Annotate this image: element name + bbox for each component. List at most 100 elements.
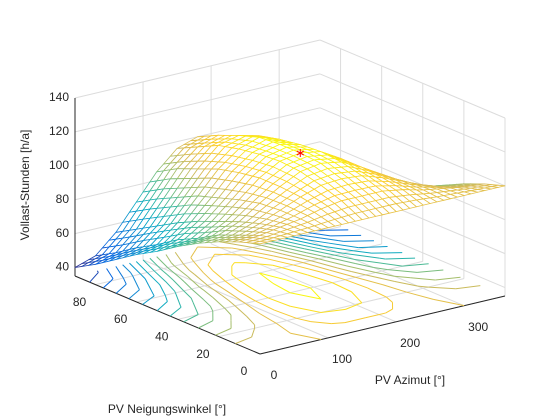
contour-line xyxy=(230,292,246,304)
contour-line xyxy=(345,302,362,310)
contour-line xyxy=(150,267,155,272)
contour-line xyxy=(182,263,190,271)
grid-line xyxy=(319,73,506,153)
contour-line xyxy=(268,243,298,252)
contour-line xyxy=(252,246,272,252)
contour-line xyxy=(307,274,333,284)
contour-line xyxy=(248,254,265,259)
contour-line xyxy=(174,290,176,294)
contour-line xyxy=(234,305,248,317)
contour-line xyxy=(318,244,324,247)
contour-line xyxy=(373,267,388,271)
contour-line xyxy=(146,272,159,284)
contour-line xyxy=(138,287,140,290)
contour-line xyxy=(323,245,354,252)
contour-line xyxy=(296,250,307,254)
contour-line xyxy=(223,253,249,256)
contour-line xyxy=(129,262,141,275)
contour-line xyxy=(394,275,411,279)
contour-line xyxy=(149,295,155,300)
contour-line xyxy=(290,332,322,340)
contour-line xyxy=(272,264,282,269)
contour-line xyxy=(258,272,274,284)
contour-line xyxy=(351,271,366,276)
contour-line xyxy=(122,277,127,285)
contour-line xyxy=(379,257,386,260)
contour-line xyxy=(110,278,114,282)
contour-line xyxy=(289,245,305,250)
contour-line xyxy=(252,243,262,246)
contour-line xyxy=(236,277,252,289)
contour-line xyxy=(306,252,327,258)
contour-line xyxy=(231,274,237,279)
contour-line xyxy=(202,272,211,280)
contour-line xyxy=(351,291,363,304)
contour-line xyxy=(342,252,380,259)
contour-line xyxy=(167,267,181,279)
contour-line xyxy=(310,260,338,269)
contour-line xyxy=(311,246,338,253)
contour-line xyxy=(417,285,429,288)
y-tick-label: 60 xyxy=(114,312,128,326)
y-tick-label: 20 xyxy=(196,347,210,361)
contour-line xyxy=(325,260,347,267)
contour-line xyxy=(192,302,199,315)
contour-line xyxy=(385,257,416,260)
contour-line xyxy=(190,297,194,303)
contour-line xyxy=(251,287,269,299)
contour-line xyxy=(291,259,304,264)
contour-line xyxy=(320,271,346,281)
contour-line xyxy=(281,267,308,276)
z-tick-label: 100 xyxy=(49,158,69,172)
contour-line xyxy=(366,260,403,267)
contour-line xyxy=(128,289,140,300)
contour-line xyxy=(326,256,356,265)
contour-line xyxy=(158,282,161,286)
grid-line xyxy=(319,141,506,221)
contour-line xyxy=(194,274,208,286)
contour-line xyxy=(96,270,99,273)
contour-line xyxy=(289,251,319,260)
contour-line xyxy=(330,234,362,237)
grid-line xyxy=(74,39,321,99)
contour-line xyxy=(338,240,344,242)
contour-line xyxy=(295,236,309,241)
contour-line xyxy=(303,234,339,242)
contour-line xyxy=(435,276,461,281)
x-tick-label: 0 xyxy=(271,368,278,382)
contour-line xyxy=(259,272,287,281)
mesh-cell xyxy=(252,240,268,245)
contour-line xyxy=(207,264,214,271)
contour-line xyxy=(106,268,114,279)
contour-line xyxy=(312,232,331,237)
contour-line xyxy=(320,308,346,313)
contour-line xyxy=(122,264,131,273)
contour-line xyxy=(346,265,376,273)
contour-line xyxy=(165,281,175,292)
contour-line xyxy=(135,261,148,273)
contour-line xyxy=(275,241,290,246)
grid-line xyxy=(95,226,341,286)
contour-line xyxy=(416,269,444,273)
contour-line xyxy=(428,286,456,290)
grid-line xyxy=(218,278,465,338)
z-tick-label: 80 xyxy=(56,192,70,206)
contour-line xyxy=(142,298,151,305)
contour-line xyxy=(142,259,152,269)
contour-line xyxy=(332,282,352,293)
contour-line xyxy=(381,284,407,293)
contour-line xyxy=(183,314,199,323)
contour-line xyxy=(102,280,112,289)
contour-line xyxy=(310,287,322,300)
contour-line xyxy=(337,251,343,254)
contour-line xyxy=(144,278,150,286)
contour-line xyxy=(365,274,395,282)
contour-line xyxy=(207,284,223,296)
contour-line xyxy=(308,239,329,244)
contour-line xyxy=(344,317,366,324)
contour-line xyxy=(174,265,188,277)
contour-line xyxy=(242,249,274,257)
contour-line xyxy=(271,250,283,255)
grid-line xyxy=(319,39,506,119)
